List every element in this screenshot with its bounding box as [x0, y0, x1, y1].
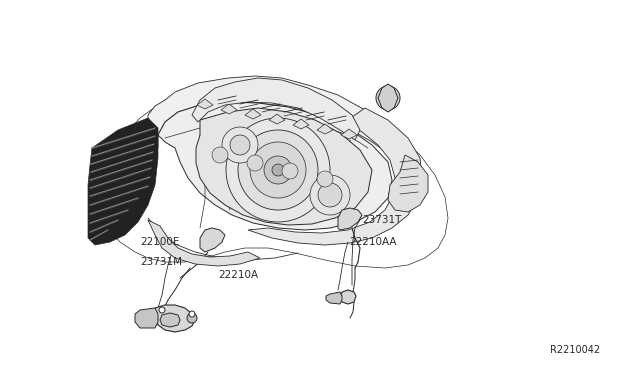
Circle shape	[381, 91, 395, 105]
Circle shape	[318, 183, 342, 207]
Text: 22100E: 22100E	[140, 237, 179, 247]
Circle shape	[247, 155, 263, 171]
Polygon shape	[148, 220, 260, 266]
Circle shape	[310, 175, 350, 215]
Polygon shape	[245, 109, 261, 119]
Polygon shape	[338, 208, 362, 230]
Text: 22210A: 22210A	[218, 270, 258, 280]
Polygon shape	[200, 228, 225, 252]
Polygon shape	[135, 308, 158, 328]
Circle shape	[159, 307, 165, 313]
Polygon shape	[388, 155, 428, 212]
Polygon shape	[196, 108, 372, 225]
Polygon shape	[269, 114, 285, 124]
Circle shape	[189, 311, 195, 317]
Circle shape	[187, 313, 197, 323]
Polygon shape	[197, 99, 213, 109]
Polygon shape	[160, 313, 180, 327]
Circle shape	[212, 147, 228, 163]
Polygon shape	[326, 292, 342, 304]
Circle shape	[222, 127, 258, 163]
Polygon shape	[248, 108, 422, 245]
Polygon shape	[340, 290, 356, 304]
Circle shape	[376, 86, 400, 110]
Polygon shape	[155, 305, 195, 332]
Polygon shape	[293, 119, 309, 129]
Circle shape	[317, 171, 333, 187]
Circle shape	[250, 142, 306, 198]
Polygon shape	[221, 104, 237, 114]
Circle shape	[230, 135, 250, 155]
Polygon shape	[378, 84, 398, 112]
Circle shape	[282, 163, 298, 179]
Text: 23731M: 23731M	[140, 257, 182, 267]
Polygon shape	[148, 76, 412, 168]
Polygon shape	[192, 78, 360, 140]
Polygon shape	[95, 82, 448, 268]
Polygon shape	[317, 124, 333, 134]
Polygon shape	[158, 102, 392, 230]
Circle shape	[272, 164, 284, 176]
Text: 23731T: 23731T	[362, 215, 401, 225]
Circle shape	[226, 118, 330, 222]
Circle shape	[264, 156, 292, 184]
Polygon shape	[88, 118, 158, 245]
Polygon shape	[341, 129, 357, 139]
Text: R2210042: R2210042	[550, 345, 600, 355]
Circle shape	[238, 130, 318, 210]
Text: 22210AA: 22210AA	[349, 237, 397, 247]
